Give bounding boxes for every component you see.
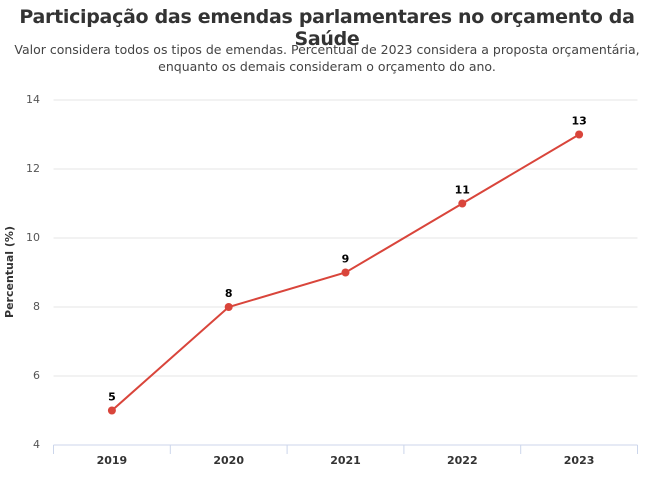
point bbox=[575, 130, 584, 139]
data-label: 5 bbox=[108, 391, 116, 404]
data-label: 8 bbox=[225, 287, 233, 300]
x-tick-label: 2022 bbox=[447, 454, 478, 467]
point bbox=[107, 406, 116, 415]
y-tick-label: 6 bbox=[33, 369, 40, 382]
data-label: 11 bbox=[455, 184, 470, 197]
data-label: 13 bbox=[571, 115, 586, 128]
y-tick-label: 12 bbox=[26, 162, 40, 175]
chart-subtitle: Valor considera todos os tipos de emenda… bbox=[14, 42, 640, 74]
y-tick-label: 8 bbox=[33, 300, 40, 313]
x-tick-label: 2020 bbox=[213, 454, 244, 467]
y-axis-label: Percentual (%) bbox=[3, 226, 16, 318]
point bbox=[224, 303, 233, 311]
x-tick-label: 2023 bbox=[564, 454, 595, 467]
chart-title: Participação das emendas parlamentares n… bbox=[19, 6, 635, 50]
x-tick-label: 2019 bbox=[97, 454, 128, 467]
point bbox=[341, 268, 350, 277]
y-tick-label: 10 bbox=[26, 231, 40, 244]
y-tick-label: 4 bbox=[33, 438, 40, 451]
point bbox=[458, 199, 467, 208]
data-label: 9 bbox=[342, 253, 350, 266]
x-tick-label: 2021 bbox=[330, 454, 361, 467]
y-tick-label: 14 bbox=[26, 93, 40, 106]
